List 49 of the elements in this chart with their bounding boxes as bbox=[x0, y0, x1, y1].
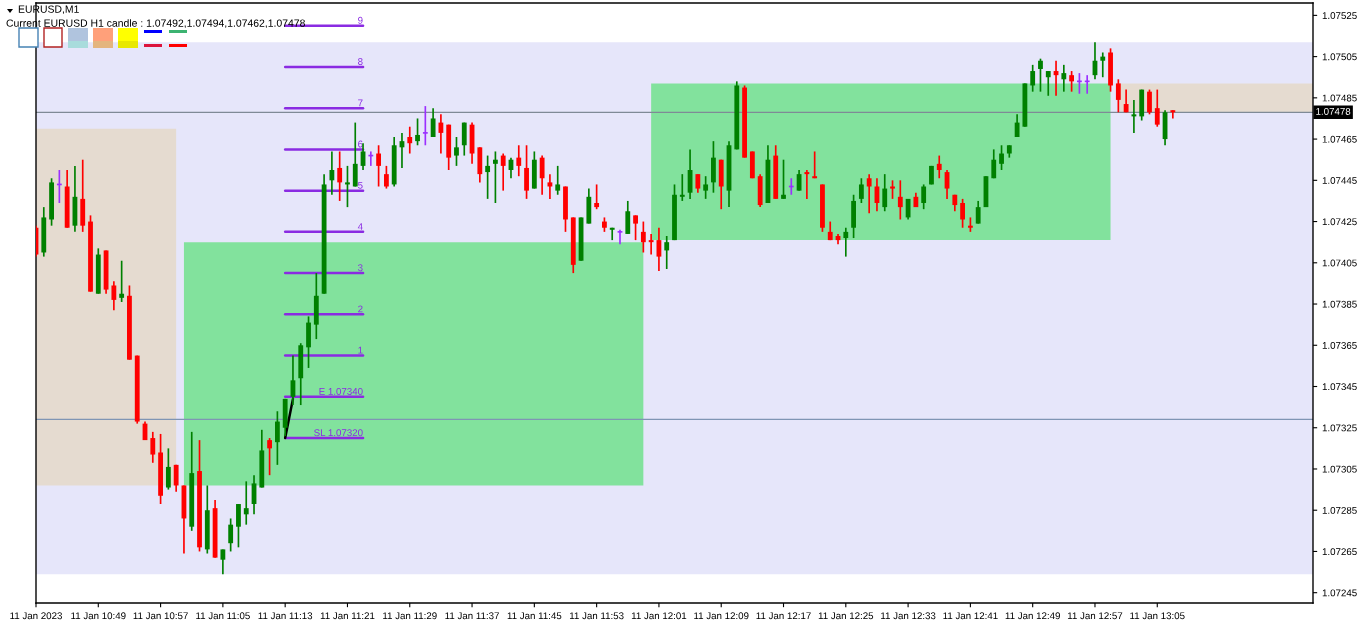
y-tick-label: 1.07425 bbox=[1322, 218, 1357, 226]
series-label: SL 1.07320 bbox=[314, 429, 363, 437]
x-tick-label: 11 Jan 12:25 bbox=[818, 612, 874, 620]
candlestick bbox=[454, 136, 459, 167]
y-tick-label: 1.07245 bbox=[1322, 589, 1357, 597]
series-label: 2 bbox=[358, 305, 363, 313]
series-label: 3 bbox=[358, 264, 363, 272]
series-label: 8 bbox=[358, 58, 363, 65]
candlestick bbox=[703, 175, 709, 200]
y-tick-label: 1.07285 bbox=[1322, 506, 1357, 514]
x-tick-label: 11 Jan 11:45 bbox=[507, 612, 562, 620]
y-tick-label: 1.07465 bbox=[1322, 135, 1357, 143]
x-tick-label: 11 Jan 13:05 bbox=[1130, 612, 1185, 620]
x-tick-label: 11 Jan 12:33 bbox=[881, 612, 936, 620]
y-tick-label: 1.07445 bbox=[1322, 177, 1357, 184]
y-tick-label: 1.07525 bbox=[1322, 12, 1357, 19]
series-label: 6 bbox=[358, 140, 363, 148]
x-tick-label: 11 Jan 12:09 bbox=[694, 612, 749, 620]
y-tick-label: 1.07505 bbox=[1322, 53, 1357, 61]
x-tick-label: 11 Jan 11:13 bbox=[258, 612, 313, 620]
x-tick-label: 11 Jan 2023 bbox=[10, 612, 62, 620]
series-label: 7 bbox=[358, 99, 363, 107]
series-label: 1 bbox=[358, 346, 363, 354]
y-tick-label: 1.07325 bbox=[1322, 424, 1357, 432]
series-label: 9 bbox=[358, 16, 363, 24]
x-tick-label: 11 Jan 12:49 bbox=[1005, 612, 1060, 620]
y-tick-label: 1.07385 bbox=[1322, 300, 1357, 308]
series-label: 4 bbox=[357, 223, 363, 230]
ref-line-label: 1.07478 bbox=[1316, 108, 1351, 115]
x-tick-label: 11 Jan 11:05 bbox=[196, 612, 250, 620]
series-label: 5 bbox=[358, 181, 363, 189]
series-label: E 1.07340 bbox=[319, 388, 363, 395]
x-tick-label: 11 Jan 11:37 bbox=[445, 612, 499, 620]
candlestick bbox=[633, 214, 638, 241]
x-tick-label: 11 Jan 12:41 bbox=[943, 612, 998, 620]
x-tick-label: 11 Jan 11:53 bbox=[569, 612, 624, 620]
x-tick-label: 11 Jan 12:01 bbox=[631, 612, 687, 620]
x-tick-label: 11 Jan 10:49 bbox=[71, 612, 126, 620]
x-tick-label: 11 Jan 11:21 bbox=[320, 612, 375, 620]
x-tick-label: 11 Jan 12:17 bbox=[756, 612, 811, 620]
y-tick-label: 1.07405 bbox=[1322, 259, 1357, 267]
x-tick-label: 11 Jan 10:57 bbox=[133, 612, 188, 620]
y-tick-label: 1.07485 bbox=[1322, 94, 1357, 102]
y-tick-label: 1.07345 bbox=[1322, 383, 1357, 391]
y-tick-label: 1.07365 bbox=[1322, 342, 1357, 349]
y-tick-label: 1.07265 bbox=[1322, 548, 1357, 556]
x-tick-label: 11 Jan 12:57 bbox=[1067, 612, 1123, 620]
x-tick-label: 11 Jan 11:29 bbox=[383, 612, 437, 620]
y-tick-label: 1.07305 bbox=[1322, 465, 1357, 473]
